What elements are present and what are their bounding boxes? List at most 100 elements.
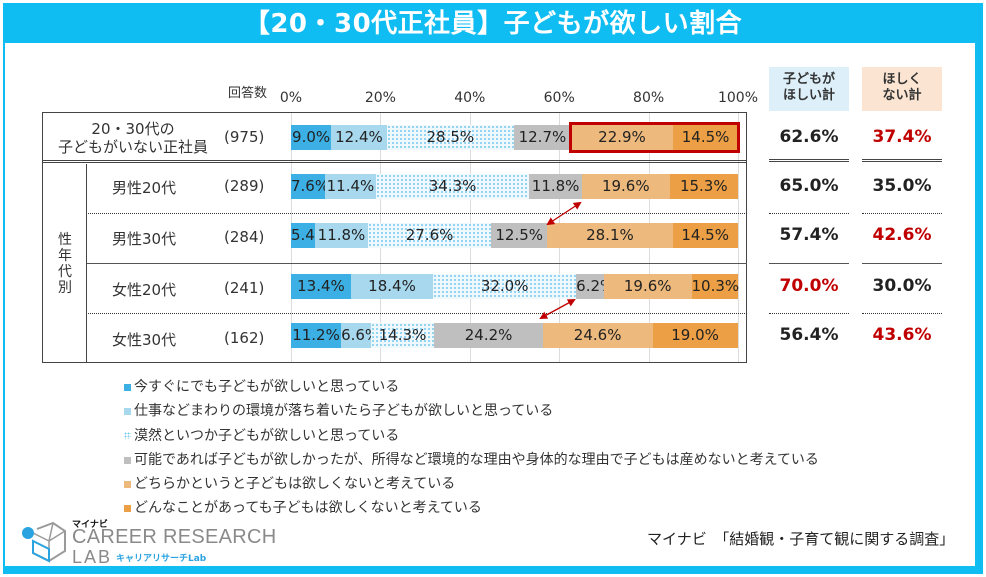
totals-divider bbox=[862, 213, 942, 214]
group-column-divider bbox=[86, 164, 87, 362]
row-label-male-20s: 男性20代 bbox=[112, 179, 177, 197]
chart-title: 【20・30代正社員】子どもが欲しい割合 bbox=[243, 9, 743, 39]
legend-label: どんなことがあっても子どもは欲しくないと考えている bbox=[134, 500, 482, 517]
bar-segment: 18.4% bbox=[350, 274, 434, 299]
bar-segment: 28.1% bbox=[547, 223, 673, 248]
bar-segment: 14.5% bbox=[673, 125, 738, 150]
bar-segment: 19.6% bbox=[581, 174, 670, 199]
x-tick-label: 20% bbox=[364, 90, 396, 106]
table-divider-solid bbox=[86, 263, 747, 264]
table-divider-dotted bbox=[86, 313, 747, 314]
row-label-female-20s: 女性20代 bbox=[112, 281, 177, 299]
header-line: ほしい計 bbox=[782, 88, 835, 103]
legend-swatch bbox=[124, 456, 131, 464]
table-border bbox=[42, 112, 747, 363]
bar-segment: 14.5% bbox=[672, 223, 738, 248]
not-want-total-header: ほしく ない計 bbox=[862, 67, 942, 111]
row-n: (289) bbox=[224, 177, 265, 195]
want-total-value: 70.0% bbox=[779, 276, 839, 296]
totals-divider bbox=[769, 313, 849, 314]
legend-swatch bbox=[124, 432, 131, 440]
group-label-char: 代 bbox=[58, 264, 72, 280]
legend-item: 漠然といつか子どもが欲しいと思っている bbox=[124, 424, 819, 448]
totals-divider bbox=[769, 263, 849, 264]
logo-main-text: CAREER RESEARCH bbox=[72, 526, 277, 548]
gridline bbox=[738, 112, 739, 362]
header-line: ない計 bbox=[882, 88, 922, 103]
bar-segment: 11.4% bbox=[324, 174, 376, 199]
bar-segment: 11.8% bbox=[529, 174, 582, 199]
row-label-male-30s: 男性30代 bbox=[112, 230, 177, 248]
group-label-char: 年 bbox=[58, 248, 72, 264]
header-line: 子どもが bbox=[782, 72, 835, 87]
bar-segment: 28.5% bbox=[386, 125, 515, 150]
row-n: (241) bbox=[224, 279, 265, 297]
row-n: (162) bbox=[224, 329, 265, 347]
bar-segment: 10.3% bbox=[691, 274, 739, 299]
logo-brand: マイナビ bbox=[72, 520, 108, 530]
totals-divider bbox=[769, 213, 849, 214]
bar-segment: 22.9% bbox=[570, 125, 674, 150]
bar-segment: 7.6% bbox=[291, 174, 329, 199]
bar-segment: 32.0% bbox=[433, 274, 577, 299]
legend-label: 漠然といつか子どもが欲しいと思っている bbox=[134, 427, 400, 444]
bar-segment: 19.0% bbox=[652, 323, 738, 348]
logo-icon bbox=[22, 521, 66, 563]
arrow-female bbox=[539, 299, 576, 319]
totals-divider bbox=[769, 159, 849, 162]
legend-swatch bbox=[124, 383, 131, 391]
legend-swatch bbox=[124, 407, 131, 415]
not-want-total-value: 30.0% bbox=[872, 276, 932, 296]
bar-segment: 11.8% bbox=[315, 223, 368, 248]
arrow-male bbox=[546, 201, 582, 226]
legend-item: どちらかというと子どもは欲しくないと考えている bbox=[124, 472, 819, 496]
x-tick-label: 60% bbox=[543, 90, 575, 106]
row-label-line2: 子どもがいない正社員 bbox=[57, 138, 208, 156]
legend-label: どちらかというと子どもは欲しくないと考えている bbox=[134, 476, 456, 493]
want-total-value: 57.4% bbox=[779, 225, 839, 245]
row-label-total: 20・30代の 子どもがいない正社員 bbox=[50, 120, 216, 156]
legend-label: 仕事などまわりの環境が落ち着いたら子どもが欲しいと思っている bbox=[134, 403, 554, 420]
x-tick-label: 100% bbox=[717, 90, 759, 106]
bar-segment: 12.5% bbox=[491, 223, 548, 248]
group-label: 性年代別 bbox=[50, 232, 80, 296]
totals-divider bbox=[862, 263, 942, 264]
bar-segment: 34.3% bbox=[375, 174, 530, 199]
legend-swatch bbox=[124, 505, 131, 513]
group-label-char: 性 bbox=[58, 232, 72, 248]
legend-label: 可能であれば子どもが欲しかったが、所得など環境的な理由や身体的な理由で子どもは産… bbox=[134, 451, 819, 468]
want-total-value: 65.0% bbox=[779, 176, 839, 196]
legend-item: 可能であれば子どもが欲しかったが、所得など環境的な理由や身体的な理由で子どもは産… bbox=[124, 448, 819, 472]
highlight-box bbox=[568, 122, 740, 153]
table-divider-dotted bbox=[86, 213, 747, 214]
bar-segment: 6.6% bbox=[341, 323, 379, 348]
row-label-line1: 20・30代の bbox=[91, 120, 175, 138]
source-note: マイナビ 「結婚観・子育て観に関する調査」 bbox=[647, 530, 955, 548]
not-want-total-value: 42.6% bbox=[872, 225, 932, 245]
legend: 今すぐにでも子どもが欲しいと思っている 仕事などまわりの環境が落ち着いたら子どもが… bbox=[124, 375, 819, 521]
legend-item: どんなことがあっても子どもは欲しくないと考えている bbox=[124, 496, 819, 520]
not-want-total-value: 35.0% bbox=[872, 176, 932, 196]
row-n: (284) bbox=[224, 228, 265, 246]
x-tick-label: 80% bbox=[633, 90, 665, 106]
logo-lab-text: LAB bbox=[72, 547, 113, 567]
bar-segment: 13.4% bbox=[291, 274, 351, 299]
x-tick-label: 0% bbox=[279, 90, 303, 106]
bar-segment: 24.6% bbox=[542, 323, 653, 348]
legend-item: 仕事などまわりの環境が落ち着いたら子どもが欲しいと思っている bbox=[124, 399, 819, 423]
bar-segment: 24.2% bbox=[434, 323, 543, 348]
header-line: ほしく bbox=[882, 72, 922, 87]
want-total-value: 56.4% bbox=[779, 325, 839, 345]
row-label-female-30s: 女性30代 bbox=[112, 331, 177, 349]
totals-divider bbox=[862, 313, 942, 314]
bar-segment: 9.0% bbox=[291, 125, 332, 150]
bar-segment: 19.6% bbox=[603, 274, 692, 299]
logo-sub-text: キャリアリサーチLab bbox=[116, 554, 207, 564]
want-total-header: 子どもが ほしい計 bbox=[769, 67, 849, 111]
table-divider-double bbox=[42, 160, 747, 163]
not-want-total-value: 37.4% bbox=[872, 127, 932, 147]
not-want-total-value: 43.6% bbox=[872, 325, 932, 345]
bar-segment: 14.3% bbox=[370, 323, 435, 348]
bar-segment: 11.2% bbox=[291, 323, 342, 348]
